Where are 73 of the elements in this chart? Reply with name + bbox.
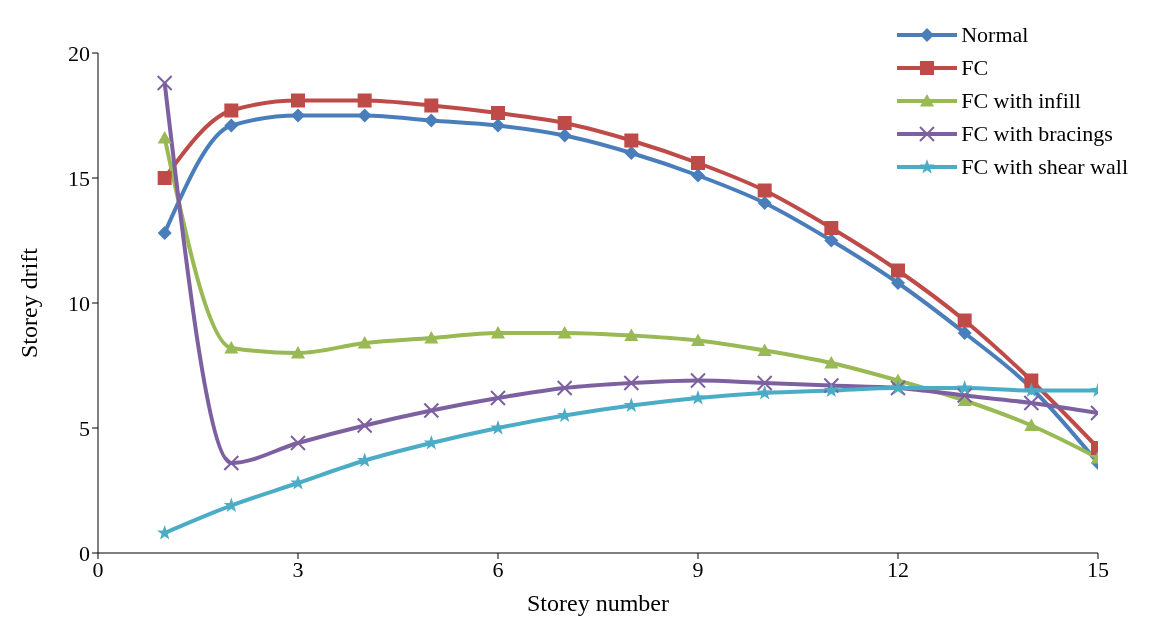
point bbox=[891, 263, 905, 278]
point bbox=[823, 382, 839, 397]
x-tick-label: 9 bbox=[692, 556, 704, 582]
point bbox=[357, 108, 372, 123]
point bbox=[624, 328, 639, 342]
y-tick-label: 10 bbox=[68, 290, 90, 316]
y-tick-label: 5 bbox=[79, 415, 90, 441]
point bbox=[224, 118, 239, 133]
point bbox=[491, 326, 505, 339]
point bbox=[291, 108, 305, 123]
point bbox=[557, 116, 572, 130]
point bbox=[156, 75, 173, 91]
point bbox=[757, 343, 772, 357]
point bbox=[291, 93, 305, 108]
point bbox=[291, 346, 305, 359]
point bbox=[824, 356, 839, 369]
legend-label: FC with shear wall bbox=[961, 153, 1128, 180]
x-tick-label: 6 bbox=[492, 556, 504, 582]
point bbox=[824, 221, 839, 235]
point bbox=[223, 455, 240, 471]
point bbox=[956, 387, 973, 404]
point bbox=[224, 103, 239, 118]
legend-label: FC with infill bbox=[961, 87, 1081, 114]
y-tick-label: 0 bbox=[79, 540, 90, 566]
point bbox=[424, 331, 439, 344]
point bbox=[624, 146, 639, 160]
point bbox=[957, 380, 973, 395]
legend-label: FC with bracings bbox=[961, 120, 1113, 147]
point bbox=[957, 313, 972, 328]
point bbox=[1023, 395, 1040, 411]
point bbox=[491, 118, 505, 133]
point bbox=[690, 372, 706, 389]
point bbox=[690, 390, 706, 405]
point bbox=[1024, 373, 1039, 388]
point bbox=[356, 417, 373, 434]
x-axis-title: Storey number bbox=[527, 590, 669, 616]
point bbox=[224, 341, 239, 354]
point bbox=[756, 375, 773, 391]
point bbox=[157, 171, 172, 185]
y-tick-label: 15 bbox=[68, 165, 90, 191]
point bbox=[691, 156, 705, 170]
point bbox=[157, 131, 172, 144]
point bbox=[423, 402, 440, 419]
point bbox=[757, 196, 772, 210]
point bbox=[624, 133, 639, 148]
point bbox=[556, 380, 573, 396]
point bbox=[490, 390, 506, 406]
point bbox=[157, 226, 172, 240]
point bbox=[1024, 418, 1039, 432]
point bbox=[757, 385, 773, 400]
point bbox=[357, 336, 372, 349]
point bbox=[891, 276, 905, 290]
x-tick-label: 3 bbox=[292, 556, 304, 582]
point bbox=[823, 377, 840, 394]
point bbox=[491, 106, 505, 120]
point bbox=[290, 435, 306, 451]
point bbox=[424, 113, 439, 128]
y-tick-label: 20 bbox=[68, 40, 90, 66]
point bbox=[557, 326, 572, 339]
point bbox=[691, 333, 705, 347]
point bbox=[691, 168, 705, 183]
point bbox=[757, 183, 772, 198]
point bbox=[357, 93, 372, 108]
point bbox=[824, 233, 839, 248]
x-tick-label: 12 bbox=[887, 556, 909, 582]
point bbox=[424, 98, 439, 113]
x-tick-label: 15 bbox=[1087, 556, 1109, 582]
legend-label: FC bbox=[961, 54, 989, 81]
point bbox=[957, 326, 972, 340]
point bbox=[557, 128, 572, 143]
point bbox=[623, 375, 640, 391]
y-axis-title: Storey drift bbox=[15, 247, 42, 358]
legend-label: Normal bbox=[961, 21, 1029, 48]
